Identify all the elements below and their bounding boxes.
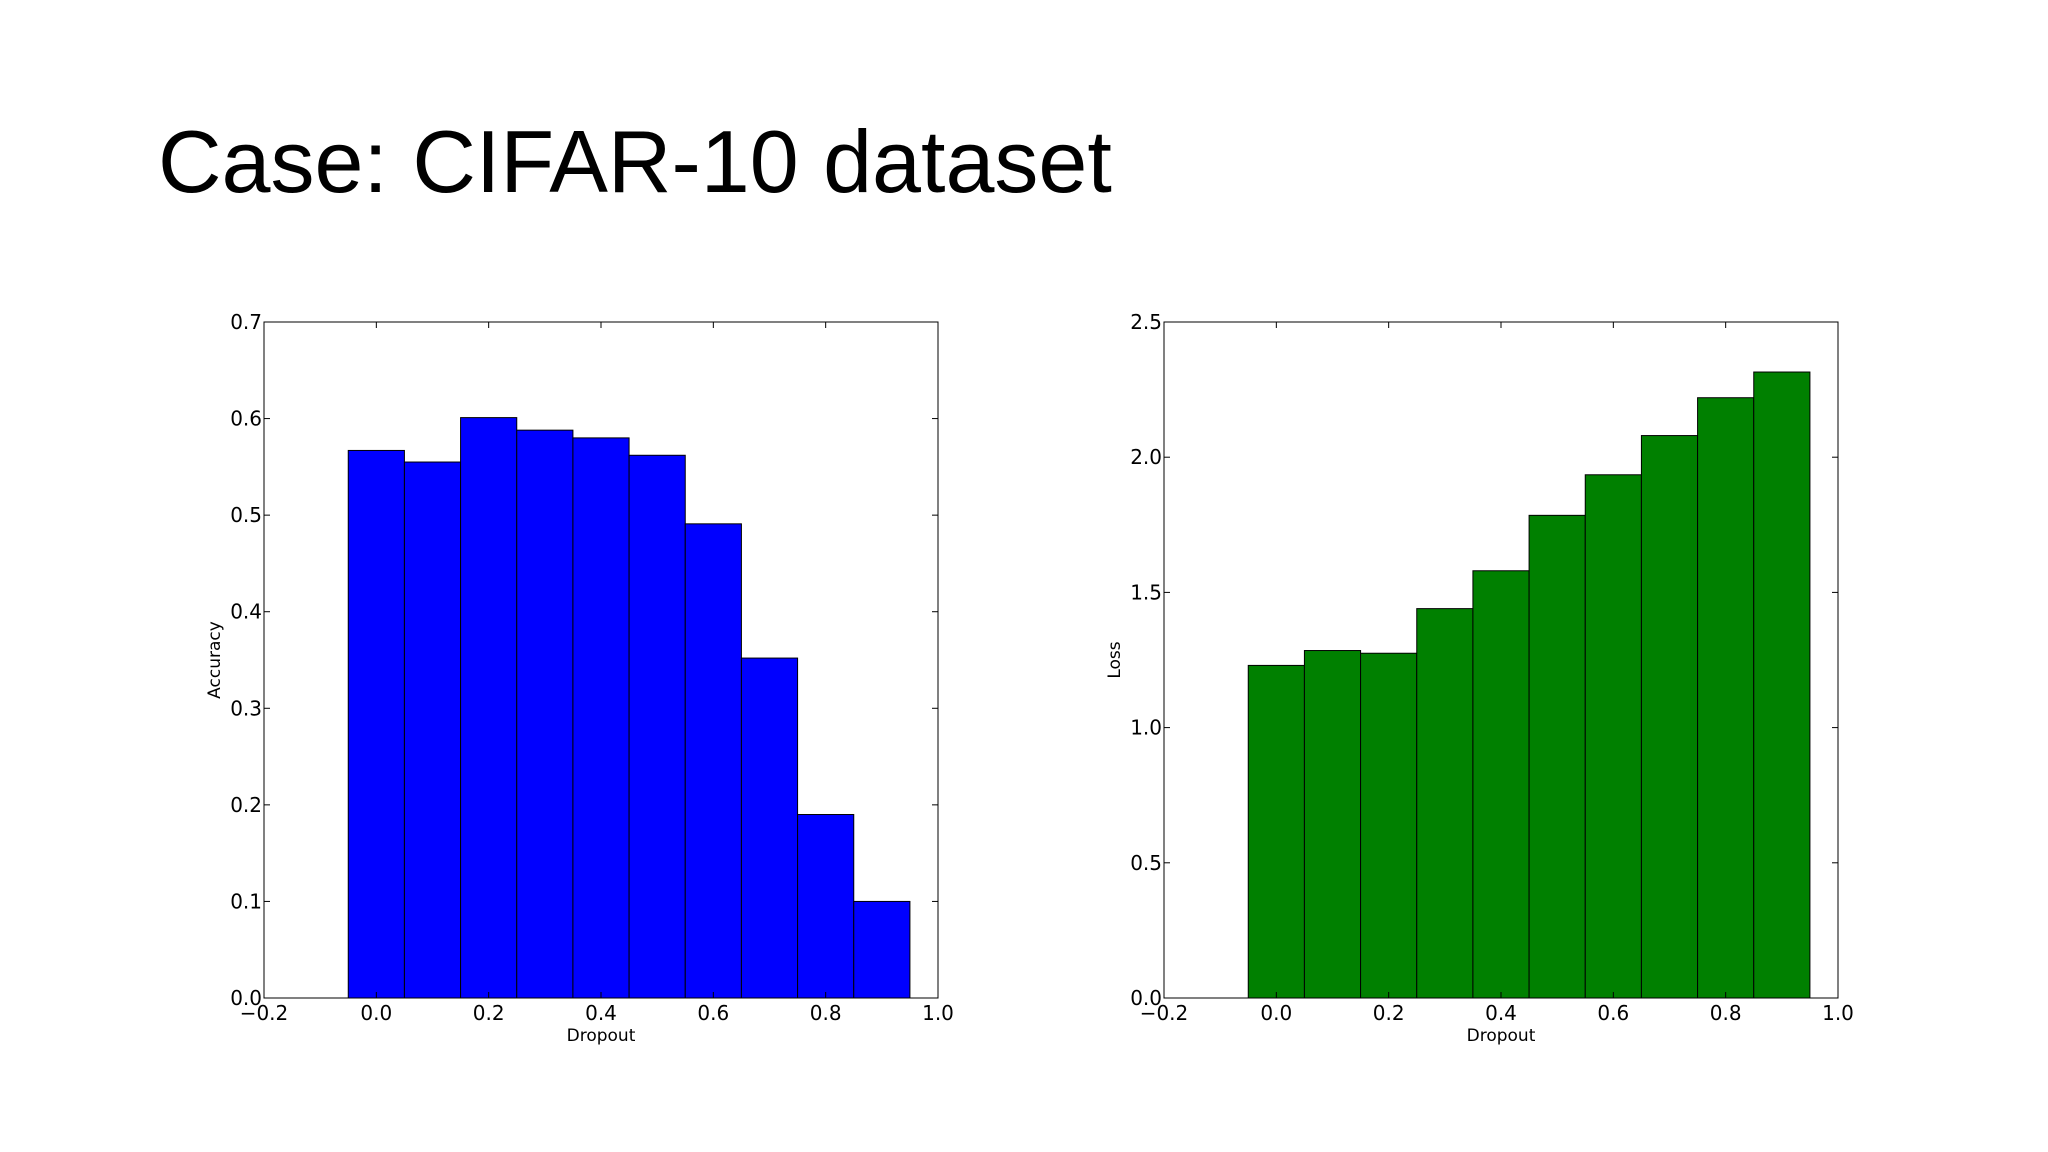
bar (1697, 397, 1755, 999)
x-tick-label: 0.0 (360, 1001, 392, 1025)
x-tick-label: 0.8 (1710, 1001, 1742, 1025)
y-tick-label: 0.5 (1130, 851, 1162, 875)
bar (460, 417, 518, 999)
y-tick-label: 1.5 (1130, 580, 1162, 604)
bar (516, 429, 574, 999)
y-tick-label: 0.4 (230, 600, 262, 624)
bar (1360, 652, 1418, 999)
x-tick-label: 0.0 (1260, 1001, 1292, 1025)
y-tick-label: 2.5 (1130, 310, 1162, 334)
y-tick-label: 0.3 (230, 696, 262, 720)
bar (403, 461, 462, 999)
y-tick-label: 2.0 (1130, 445, 1162, 469)
x-axis-label: Dropout (1467, 1026, 1536, 1046)
y-tick-label: 0.0 (230, 986, 262, 1010)
x-tick-label: 0.4 (585, 1001, 617, 1025)
bar (1472, 570, 1530, 999)
x-tick-label: 0.6 (697, 1001, 729, 1025)
bar (797, 814, 855, 999)
y-axis-label: Loss (1105, 641, 1125, 678)
y-tick-label: 0.0 (1130, 986, 1162, 1010)
x-axis-label: Dropout (567, 1026, 636, 1046)
x-tick-label: 0.6 (1597, 1001, 1629, 1025)
x-tick-label: 0.2 (1373, 1001, 1405, 1025)
x-tick-label: 1.0 (922, 1001, 954, 1025)
bar (347, 449, 405, 999)
x-tick-label: 1.0 (1822, 1001, 1854, 1025)
x-tick-label: 0.8 (810, 1001, 842, 1025)
y-tick-label: 0.1 (230, 889, 262, 913)
bar (1416, 608, 1474, 999)
bar (853, 900, 911, 999)
bar (1753, 371, 1811, 999)
x-tick-label: −0.2 (240, 1001, 289, 1025)
slide-title: Case: CIFAR-10 dataset (158, 112, 1112, 211)
bar (1247, 664, 1305, 999)
y-tick-label: 1.0 (1130, 716, 1162, 740)
y-tick-label: 0.6 (230, 407, 262, 431)
y-tick-label: 0.7 (230, 310, 262, 334)
bar (1528, 514, 1586, 999)
bar (684, 523, 742, 999)
bar (1640, 435, 1699, 999)
bar (1584, 474, 1642, 999)
x-tick-label: 0.2 (473, 1001, 505, 1025)
bar (740, 657, 799, 999)
y-tick-label: 0.5 (230, 503, 262, 527)
y-tick-label: 0.2 (230, 793, 262, 817)
bar (1303, 650, 1362, 999)
y-axis-label: Accuracy (205, 621, 225, 699)
x-tick-label: −0.2 (1140, 1001, 1189, 1025)
x-tick-label: 0.4 (1485, 1001, 1517, 1025)
